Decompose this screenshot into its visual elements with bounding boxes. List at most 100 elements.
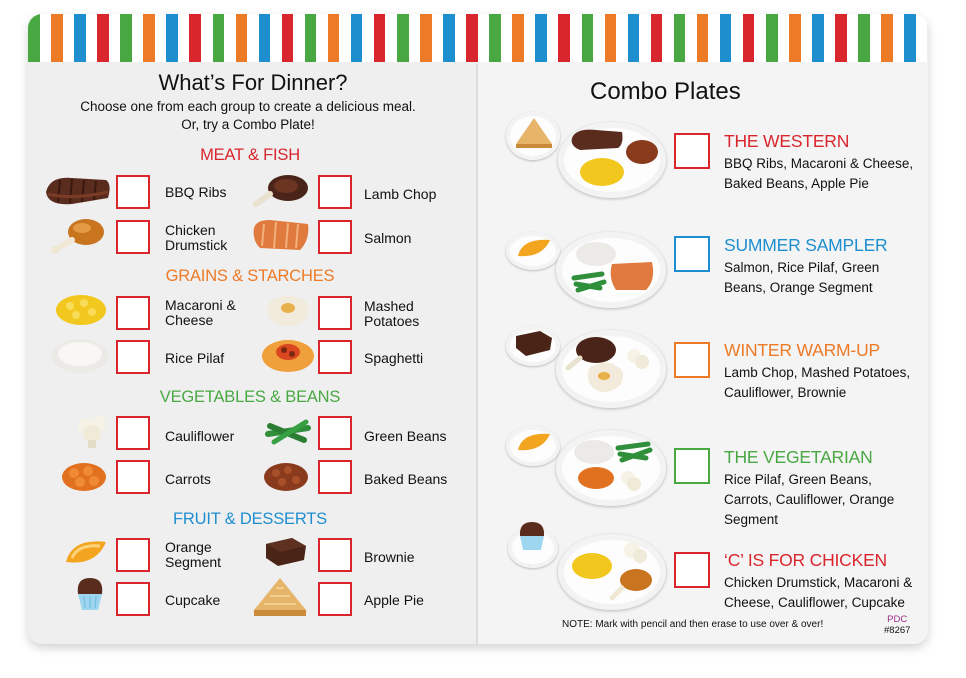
- orange-segment-icon: [518, 433, 550, 451]
- checkbox-lamb-chop[interactable]: [318, 175, 352, 209]
- label-apple-pie: Apple Pie: [364, 592, 424, 608]
- combo-desc-chicken: Chicken Drumstick, Macaroni & Cheese, Ca…: [724, 573, 924, 613]
- combo-desc-winter: Lamb Chop, Mashed Potatoes, Cauliflower,…: [724, 363, 924, 403]
- stripe: [74, 14, 86, 62]
- combo-name-vegetarian: THE VEGETARIAN: [724, 447, 873, 467]
- label-mac-line-1: Macaroni &: [165, 297, 236, 313]
- stripe: [489, 14, 501, 62]
- stripe: [800, 14, 813, 62]
- stripe: [431, 14, 444, 62]
- stripe: [154, 14, 167, 62]
- checkbox-rice-pilaf[interactable]: [116, 340, 150, 374]
- stripe: [812, 14, 824, 62]
- stripe: [627, 14, 640, 62]
- western-desc-line-2: Baked Beans, Apple Pie: [724, 176, 869, 191]
- category-grains-starches: GRAINS & STARCHES: [165, 267, 335, 285]
- stripe: [304, 14, 317, 62]
- stripe: [523, 14, 536, 62]
- stripe: [454, 14, 467, 62]
- mashed-potatoes-icon: [267, 295, 309, 326]
- stripe: [696, 14, 709, 62]
- checkbox-carrots[interactable]: [116, 460, 150, 494]
- orange-segment-icon: [66, 541, 106, 563]
- label-orange-line-1: Orange: [165, 539, 212, 555]
- checkbox-apple-pie[interactable]: [318, 582, 352, 616]
- checkbox-winter-warm-up[interactable]: [674, 342, 710, 378]
- checkbox-cauliflower[interactable]: [116, 416, 150, 450]
- combo-name-summer: SUMMER SAMPLER: [724, 235, 888, 255]
- stripe: [546, 14, 559, 62]
- stripe: [662, 14, 674, 62]
- stripe: [224, 14, 236, 62]
- orange-segment-icon: [518, 239, 550, 257]
- stripe: [477, 14, 490, 62]
- checkbox-green-beans[interactable]: [318, 416, 352, 450]
- stripe: [189, 14, 201, 62]
- combo-name-chicken: ‘C’ IS FOR CHICKEN: [724, 550, 887, 570]
- stripe: [212, 14, 225, 62]
- stripe: [915, 14, 928, 62]
- stripe: [777, 14, 790, 62]
- stripe: [569, 14, 582, 62]
- stripe: [892, 14, 905, 62]
- checkbox-c-is-for-chicken[interactable]: [674, 552, 710, 588]
- checkbox-baked-beans[interactable]: [318, 460, 352, 494]
- checkbox-cupcake[interactable]: [116, 582, 150, 616]
- checkbox-bbq-ribs[interactable]: [116, 175, 150, 209]
- label-brownie: Brownie: [364, 549, 415, 565]
- stripe: [766, 14, 778, 62]
- page-divider: [476, 64, 478, 644]
- stripe: [869, 14, 882, 62]
- lamb-chop-icon: [253, 175, 308, 207]
- stripe: [708, 14, 720, 62]
- western-plate-food: [571, 129, 658, 186]
- baked-beans-icon: [264, 463, 308, 491]
- checkbox-chicken-drumstick[interactable]: [116, 220, 150, 254]
- checkbox-macaroni-cheese[interactable]: [116, 296, 150, 330]
- stripe: [166, 14, 178, 62]
- stripe: [904, 14, 916, 62]
- label-chicken-line-2: Drumstick: [165, 237, 228, 253]
- stripe: [604, 14, 617, 62]
- stripe: [581, 14, 594, 62]
- spaghetti-icon: [262, 340, 314, 372]
- stripe: [466, 14, 478, 62]
- stripe: [62, 14, 75, 62]
- checkbox-salmon[interactable]: [318, 220, 352, 254]
- checkbox-mashed-potatoes[interactable]: [318, 296, 352, 330]
- stripe: [823, 14, 836, 62]
- stripe: [512, 14, 524, 62]
- combo-desc-summer: Salmon, Rice Pilaf, Green Beans, Orange …: [724, 258, 924, 298]
- label-mashed-line-2: Potatoes: [364, 313, 420, 329]
- checkbox-summer-sampler[interactable]: [674, 236, 710, 272]
- stripe: [754, 14, 766, 62]
- stripe: [28, 14, 40, 62]
- stripe: [858, 14, 870, 62]
- checkbox-spaghetti[interactable]: [318, 340, 352, 374]
- stripe: [339, 14, 351, 62]
- winter-desc-line-1: Lamb Chop, Mashed Potatoes,: [724, 365, 911, 380]
- stripe: [177, 14, 190, 62]
- stripe: [385, 14, 397, 62]
- page-title: What’s For Dinner?: [158, 70, 348, 95]
- apple-pie-icon: [254, 578, 306, 616]
- stripe: [51, 14, 63, 62]
- label-orange-line-2: Segment: [165, 554, 222, 570]
- stripe: [789, 14, 801, 62]
- checkbox-the-vegetarian[interactable]: [674, 448, 710, 484]
- stripe: [443, 14, 455, 62]
- cupcake-icon: [77, 578, 103, 610]
- checkbox-orange-segment[interactable]: [116, 538, 150, 572]
- brownie-icon: [266, 538, 306, 566]
- checkbox-brownie[interactable]: [318, 538, 352, 572]
- bbq-ribs-icon: [46, 177, 110, 205]
- product-code-line-1: PDC: [887, 614, 908, 625]
- label-carrots: Carrots: [165, 471, 211, 487]
- label-lamb-chop: Lamb Chop: [364, 186, 437, 202]
- stripe: [247, 14, 259, 62]
- checkbox-the-western[interactable]: [674, 133, 710, 169]
- subtitle-line-1: Choose one from each group to create a d…: [80, 99, 416, 114]
- stripe: [327, 14, 340, 62]
- stripe: [881, 14, 893, 62]
- label-green-beans: Green Beans: [364, 428, 447, 444]
